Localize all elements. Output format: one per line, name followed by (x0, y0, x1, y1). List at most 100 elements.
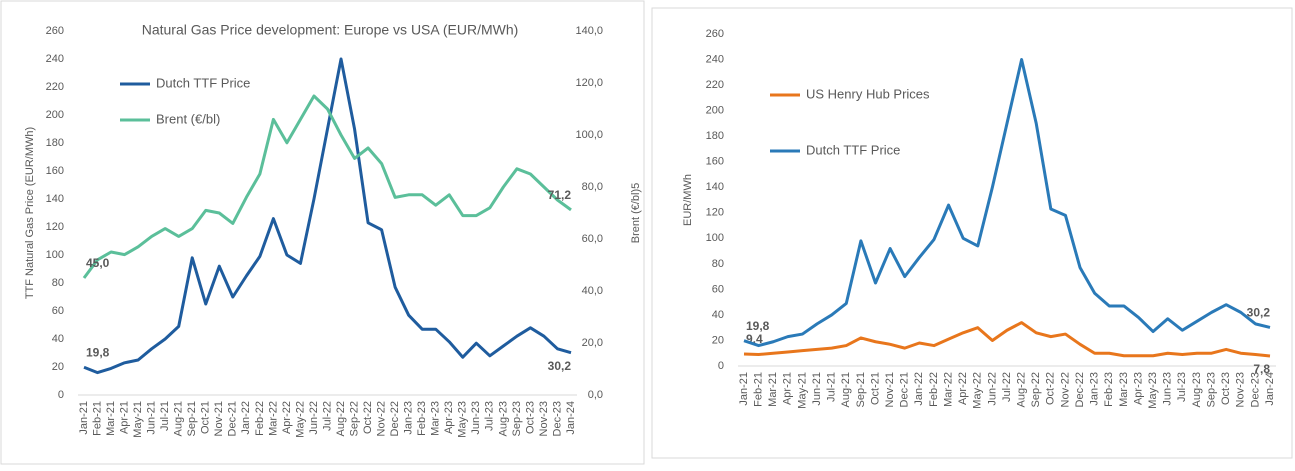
legend-label: Dutch TTF Price (156, 75, 250, 90)
x-tick-label: Apr-23 (1132, 372, 1144, 405)
y-tick-label: 240 (46, 53, 64, 65)
x-tick-label: Jan-23 (403, 401, 415, 435)
x-tick-label: Sep-23 (511, 401, 523, 436)
y-tick-label: 0 (58, 389, 64, 401)
x-tick-label: Apr-22 (957, 372, 969, 405)
x-tick-label: Feb-23 (1103, 372, 1115, 407)
y-tick-label: 220 (706, 79, 724, 91)
x-tick-label: Mar-23 (430, 401, 442, 436)
x-tick-label: May-23 (457, 401, 469, 438)
y-tick-label: 60 (712, 283, 724, 295)
chart-title: Natural Gas Price development: Europe vs… (142, 22, 519, 38)
data-label: 71,2 (548, 188, 572, 202)
y2-tick-label: 120,0 (575, 77, 603, 89)
x-tick-label: Nov-23 (1235, 372, 1247, 407)
x-tick-label: Jun-21 (146, 401, 158, 435)
x-tick-label: Oct-22 (1045, 372, 1057, 405)
x-tick-label: Apr-21 (782, 372, 794, 405)
data-label: 7,8 (1253, 362, 1270, 376)
x-tick-label: Sep-21 (855, 372, 867, 407)
x-tick-label: Aug-22 (1016, 372, 1028, 407)
x-tick-label: Jan-24 (565, 401, 577, 435)
series-line (82, 94, 572, 279)
data-label: 19,8 (86, 345, 110, 359)
y2-tick-label: 60,0 (582, 233, 603, 245)
x-tick-label: May-23 (1147, 372, 1159, 409)
x-tick-label: Aug-22 (335, 401, 347, 436)
x-tick-label: Jan-21 (738, 372, 750, 406)
y2-tick-label: 100,0 (575, 129, 603, 141)
x-tick-label: Mar-23 (1118, 372, 1130, 407)
x-tick-label: Apr-22 (281, 401, 293, 434)
legend-label: US Henry Hub Prices (806, 86, 930, 101)
x-tick-label: May-21 (796, 372, 808, 409)
x-tick-label: Oct-23 (1220, 372, 1232, 405)
y-tick-label: 100 (706, 232, 724, 244)
y-tick-label: 20 (52, 361, 64, 373)
x-tick-label: Mar-22 (267, 401, 279, 436)
y-axis-title: EUR/MWh (682, 174, 694, 226)
x-tick-label: Dec-21 (227, 401, 239, 436)
x-tick-label: May-21 (132, 401, 144, 438)
y-tick-label: 40 (52, 333, 64, 345)
x-tick-label: Jul-23 (484, 401, 496, 431)
x-tick-label: Aug-23 (1191, 372, 1203, 407)
y-tick-label: 80 (712, 258, 724, 270)
x-tick-label: May-22 (294, 401, 306, 438)
x-tick-label: Dec-21 (899, 372, 911, 407)
x-tick-label: Aug-21 (173, 401, 185, 436)
y2-tick-label: 140,0 (575, 25, 603, 37)
y-tick-label: 200 (706, 105, 724, 117)
y-tick-label: 140 (706, 181, 724, 193)
x-tick-label: Oct-22 (362, 401, 374, 434)
x-tick-label: Jun-23 (1162, 372, 1174, 406)
x-tick-label: Dec-23 (1249, 372, 1261, 407)
y-tick-label: 160 (46, 165, 64, 177)
x-tick-label: Dec-22 (389, 401, 401, 436)
x-tick-label: Nov-21 (884, 372, 896, 407)
y-axis-title: TTF Natural Gas Price (EUR/MWh) (24, 127, 36, 299)
data-label: 19,8 (746, 319, 770, 333)
y-tick-label: 200 (46, 109, 64, 121)
y2-tick-label: 20,0 (582, 337, 603, 349)
series-line (743, 58, 1271, 348)
x-tick-label: Mar-21 (767, 372, 779, 407)
data-label: 30,2 (1247, 306, 1271, 320)
x-tick-label: Jan-22 (913, 372, 925, 406)
x-tick-label: Apr-21 (118, 401, 130, 434)
y-tick-label: 0 (718, 360, 724, 372)
x-tick-label: Sep-22 (348, 401, 360, 436)
x-tick-label: Dec-22 (1074, 372, 1086, 407)
x-tick-label: Aug-21 (840, 372, 852, 407)
y-tick-label: 180 (706, 130, 724, 142)
x-tick-label: Jan-22 (240, 401, 252, 435)
legend-label: Brent (€/bl) (156, 111, 220, 126)
x-tick-label: Oct-21 (869, 372, 881, 405)
y-tick-label: 120 (46, 221, 64, 233)
x-tick-label: Mar-21 (105, 401, 117, 436)
x-tick-label: Feb-22 (928, 372, 940, 407)
x-tick-label: Oct-21 (200, 401, 212, 434)
x-tick-label: Feb-23 (416, 401, 428, 436)
legend-label: Dutch TTF Price (806, 142, 900, 157)
y-tick-label: 80 (52, 277, 64, 289)
x-tick-label: Jun-22 (986, 372, 998, 406)
y-tick-label: 120 (706, 207, 724, 219)
x-tick-label: Dec-23 (551, 401, 563, 436)
x-tick-label: Jul-21 (159, 401, 171, 431)
series-line (743, 321, 1271, 358)
x-tick-label: Jun-22 (308, 401, 320, 435)
series-line (83, 57, 572, 375)
y-tick-label: 160 (706, 156, 724, 168)
x-tick-label: Jan-24 (1264, 372, 1276, 406)
y-tick-label: 140 (46, 193, 64, 205)
x-tick-label: Feb-22 (254, 401, 266, 436)
x-tick-label: Oct-23 (524, 401, 536, 434)
y-tick-label: 180 (46, 137, 64, 149)
x-tick-label: Sep-23 (1205, 372, 1217, 407)
y-tick-label: 40 (712, 309, 724, 321)
y2-tick-label: 0,0 (588, 389, 603, 401)
x-tick-label: Jan-21 (78, 401, 90, 435)
y2-tick-label: 80,0 (582, 181, 603, 193)
